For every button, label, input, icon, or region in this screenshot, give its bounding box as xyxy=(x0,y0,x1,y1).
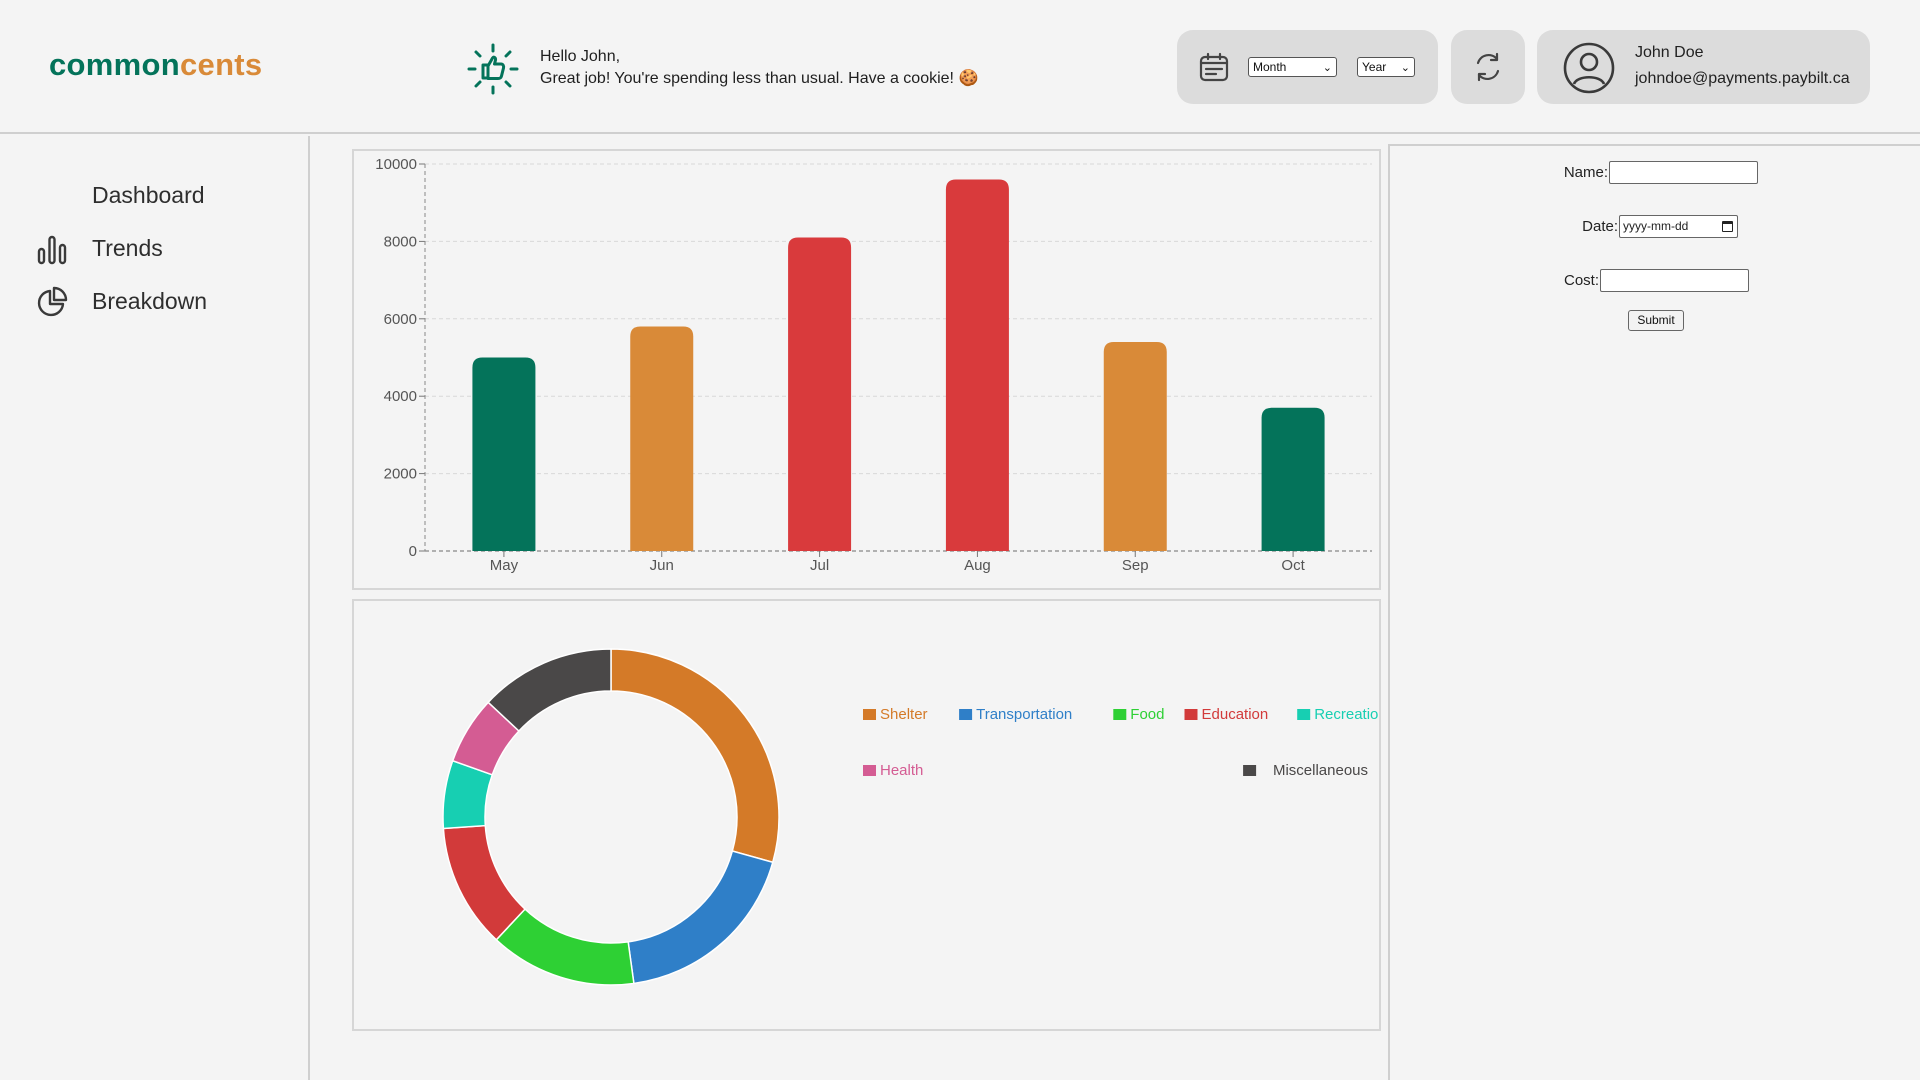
slice-food[interactable] xyxy=(495,908,635,986)
legend-label: Food xyxy=(1130,706,1164,723)
x-tick-label: Aug xyxy=(964,557,991,574)
date-label: Date: xyxy=(1582,218,1618,235)
name-label: Name: xyxy=(1563,164,1608,181)
user-profile[interactable]: John Doe johndoe@payments.paybilt.ca xyxy=(1537,30,1870,104)
legend-item-education[interactable]: Education xyxy=(1184,706,1269,723)
header: commoncents Hello John, Great job! You'r… xyxy=(0,0,1920,134)
refresh-button[interactable] xyxy=(1451,30,1525,104)
year-select[interactable]: Year ⌄ xyxy=(1357,57,1415,77)
avatar-icon xyxy=(1563,42,1615,94)
date-input[interactable]: yyyy-mm-dd xyxy=(1619,215,1738,238)
date-placeholder: yyyy-mm-dd xyxy=(1623,219,1689,233)
chevron-down-icon: ⌄ xyxy=(1322,62,1332,74)
y-tick-label: 2000 xyxy=(384,466,417,483)
legend-item-miscellaneous[interactable]: Miscellaneous xyxy=(1243,762,1368,779)
legend-swatch xyxy=(863,709,876,720)
sidebar-item-label: Breakdown xyxy=(92,288,208,314)
x-tick-label: Jun xyxy=(650,557,674,574)
legend-label: Transportation xyxy=(976,706,1072,723)
legend-label: Education xyxy=(1202,706,1269,723)
calendar-icon[interactable] xyxy=(1722,221,1733,232)
user-name: John Doe xyxy=(1635,44,1704,61)
add-expense-form: Name: Date: yyyy-mm-dd Cost: Submit xyxy=(1388,144,1920,1080)
x-tick-label: Sep xyxy=(1122,557,1149,574)
slice-transportation[interactable] xyxy=(627,850,774,985)
bar-sep[interactable] xyxy=(1103,342,1167,551)
cost-input[interactable] xyxy=(1600,269,1749,292)
user-email: johndoe@payments.paybilt.ca xyxy=(1635,70,1850,87)
legend-swatch xyxy=(959,709,973,720)
y-tick-label: 0 xyxy=(409,543,417,560)
legend-swatch xyxy=(1184,709,1198,720)
legend-item-food[interactable]: Food xyxy=(1113,706,1165,723)
thumbs-up-icon xyxy=(467,43,519,95)
legend-swatch xyxy=(1297,709,1311,720)
chevron-down-icon: ⌄ xyxy=(1400,62,1410,74)
legend-label: Miscellaneous xyxy=(1273,762,1368,779)
bar-chart-icon xyxy=(37,235,67,265)
legend-item-recreation[interactable]: Recreation xyxy=(1297,706,1379,723)
legend-swatch xyxy=(1113,709,1127,720)
submit-button[interactable]: Submit xyxy=(1628,310,1684,331)
sidebar-item-label: Dashboard xyxy=(92,182,205,208)
sidebar-item-breakdown[interactable]: Breakdown xyxy=(36,284,276,320)
pie-chart-icon xyxy=(37,286,68,317)
slice-miscellaneous[interactable] xyxy=(487,648,612,733)
greeting-line-1: Hello John, xyxy=(540,48,621,65)
logo-text-cents: cents xyxy=(179,47,263,82)
sidebar: Dashboard Trends Breakdown xyxy=(0,136,310,1080)
sidebar-item-trends[interactable]: Trends xyxy=(36,231,276,267)
month-select[interactable]: Month ⌄ xyxy=(1248,57,1337,77)
date-filter: Month ⌄ Year ⌄ xyxy=(1177,30,1438,104)
cost-label: Cost: xyxy=(1563,272,1599,289)
legend-label: Recreation xyxy=(1314,706,1379,723)
bar-chart: 0 2000 4000 6000 8000 10000 May Jun Jul Aug Sep Oct xyxy=(375,156,1372,574)
sidebar-item-label: Trends xyxy=(92,235,163,261)
app-logo[interactable]: commoncents xyxy=(49,47,262,83)
bar-jul[interactable] xyxy=(788,237,852,551)
y-tick-label: 4000 xyxy=(384,388,417,405)
greeting-message: Hello John, Great job! You're spending l… xyxy=(540,46,978,90)
name-input[interactable] xyxy=(1609,161,1758,184)
donut-chart: Shelter Transportation Food Education Recrea… xyxy=(442,648,1379,986)
bar-may[interactable] xyxy=(472,357,536,552)
greeting-line-2: Great job! You're spending less than usu… xyxy=(540,70,979,87)
x-tick-label: Jul xyxy=(810,557,829,574)
year-select-value: Year xyxy=(1362,60,1387,74)
slice-education[interactable] xyxy=(442,824,527,941)
legend-swatch xyxy=(1243,765,1257,776)
sidebar-item-dashboard[interactable]: Dashboard xyxy=(36,178,276,214)
legend-label: Shelter xyxy=(880,706,928,723)
logo-text-common: common xyxy=(49,47,180,82)
bar-aug[interactable] xyxy=(945,179,1009,552)
legend-item-transportation[interactable]: Transportation xyxy=(959,706,1072,723)
calendar-icon xyxy=(1199,52,1229,82)
x-tick-label: May xyxy=(490,557,519,574)
refresh-icon xyxy=(1476,52,1500,82)
legend-item-shelter[interactable]: Shelter xyxy=(863,706,928,723)
legend-label: Health xyxy=(880,762,923,779)
monthly-spending-chart: 0 2000 4000 6000 8000 10000 May Jun Jul Aug Sep Oct xyxy=(352,149,1381,590)
legend-item-health[interactable]: Health xyxy=(863,762,923,779)
y-tick-label: 6000 xyxy=(384,311,417,328)
bar-jun[interactable] xyxy=(630,326,694,551)
month-select-value: Month xyxy=(1253,60,1287,74)
y-tick-label: 10000 xyxy=(375,156,417,173)
y-tick-label: 8000 xyxy=(384,233,417,250)
x-tick-label: Oct xyxy=(1281,557,1305,574)
legend-swatch xyxy=(863,765,876,776)
bar-oct[interactable] xyxy=(1261,407,1325,551)
slice-shelter[interactable] xyxy=(610,648,780,864)
category-breakdown-chart: Shelter Transportation Food Education Recrea… xyxy=(352,599,1381,1031)
